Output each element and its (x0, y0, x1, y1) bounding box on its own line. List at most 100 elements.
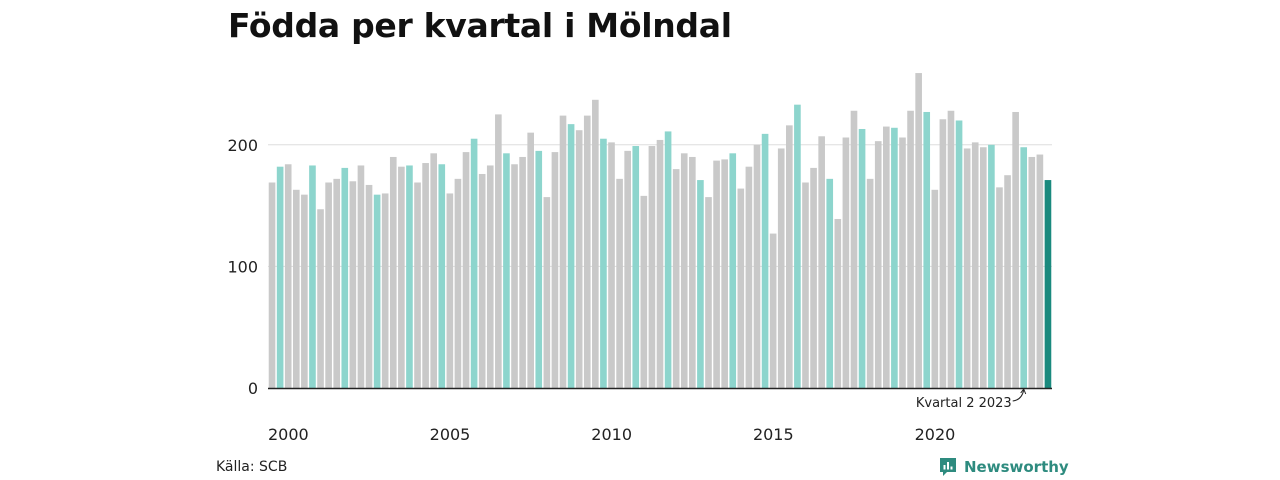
bar (268, 182, 276, 388)
source-note: Källa: SCB (216, 459, 288, 475)
bar (1012, 111, 1019, 388)
bar (430, 153, 438, 388)
bar (939, 119, 947, 388)
x-tick-label: 2005 (430, 425, 471, 444)
bar (899, 137, 906, 388)
bar (325, 182, 332, 388)
bar (777, 148, 785, 388)
bar (786, 125, 793, 388)
bar (866, 178, 874, 388)
bar (891, 127, 898, 388)
bar (422, 163, 429, 388)
bar (648, 146, 656, 388)
bar (810, 167, 817, 388)
bar (414, 182, 421, 388)
bar (818, 136, 825, 388)
bar (988, 144, 995, 388)
bar (608, 142, 615, 388)
bar (349, 181, 357, 388)
bar (600, 138, 607, 388)
bar (802, 182, 809, 388)
bar (697, 180, 704, 388)
bar (705, 197, 712, 388)
x-tick-label: 2015 (753, 425, 794, 444)
bar (333, 178, 341, 388)
bar (624, 150, 631, 388)
bar (640, 195, 648, 388)
x-tick-label: 2000 (268, 425, 309, 444)
bar (1044, 180, 1052, 388)
bar (761, 133, 769, 388)
bar (874, 141, 882, 388)
bar (963, 148, 971, 388)
bars (268, 73, 1052, 389)
bar (979, 147, 987, 388)
bar (309, 165, 316, 388)
bar (680, 153, 688, 388)
bar (495, 114, 502, 389)
x-tick-label: 2020 (915, 425, 956, 444)
y-tick-label: 0 (248, 379, 258, 398)
bar (365, 184, 373, 388)
bar (519, 156, 526, 388)
bar (616, 178, 623, 388)
bar (769, 233, 777, 388)
bar (794, 104, 801, 389)
y-axis-tick-labels: 0 100 200 (227, 136, 258, 398)
bar (745, 166, 753, 388)
bar (842, 137, 850, 388)
bar (478, 173, 486, 388)
brand-name: Newsworthy (964, 458, 1069, 476)
bar (406, 165, 413, 388)
bar (592, 99, 599, 388)
bar (1036, 154, 1044, 388)
bar (341, 167, 349, 388)
latest-q2-annotation: Kvartal 2 2023 (916, 387, 1027, 411)
bar (559, 115, 567, 389)
annotation-label: Kvartal 2 2023 (916, 396, 1012, 411)
bar (753, 144, 761, 388)
bar (398, 166, 405, 388)
chart-title: Födda per kvartal i Mölndal (228, 6, 732, 45)
bar (292, 189, 300, 388)
bar (858, 128, 866, 389)
bar (721, 159, 728, 388)
bar (737, 188, 745, 388)
newsworthy-brand[interactable]: Newsworthy (938, 457, 1069, 477)
bar (713, 160, 720, 388)
bar (535, 150, 543, 388)
bar (583, 115, 591, 389)
bar (656, 139, 664, 388)
bar (373, 194, 381, 388)
bar (317, 209, 324, 388)
bar (284, 164, 292, 388)
bar (503, 153, 510, 388)
bar (826, 178, 834, 388)
bar (907, 110, 914, 388)
bar (672, 169, 680, 388)
bar (923, 111, 931, 388)
bar (1028, 156, 1036, 388)
bar (276, 166, 284, 388)
bar (470, 138, 478, 388)
bar (543, 197, 551, 388)
bar (850, 110, 858, 388)
bar (883, 126, 890, 388)
bar (931, 189, 939, 388)
bar (486, 165, 494, 388)
bar (664, 131, 672, 389)
y-tick-label: 100 (227, 257, 258, 276)
bar (971, 142, 979, 388)
y-tick-label: 200 (227, 136, 258, 155)
bar (834, 218, 842, 388)
annotation-arrow (1012, 387, 1027, 402)
bar (632, 146, 640, 388)
bar (947, 110, 955, 388)
bar (1020, 147, 1028, 388)
bar (996, 187, 1003, 388)
bar (527, 132, 534, 388)
bar (381, 193, 389, 388)
bar (462, 152, 470, 388)
bar (301, 194, 308, 388)
